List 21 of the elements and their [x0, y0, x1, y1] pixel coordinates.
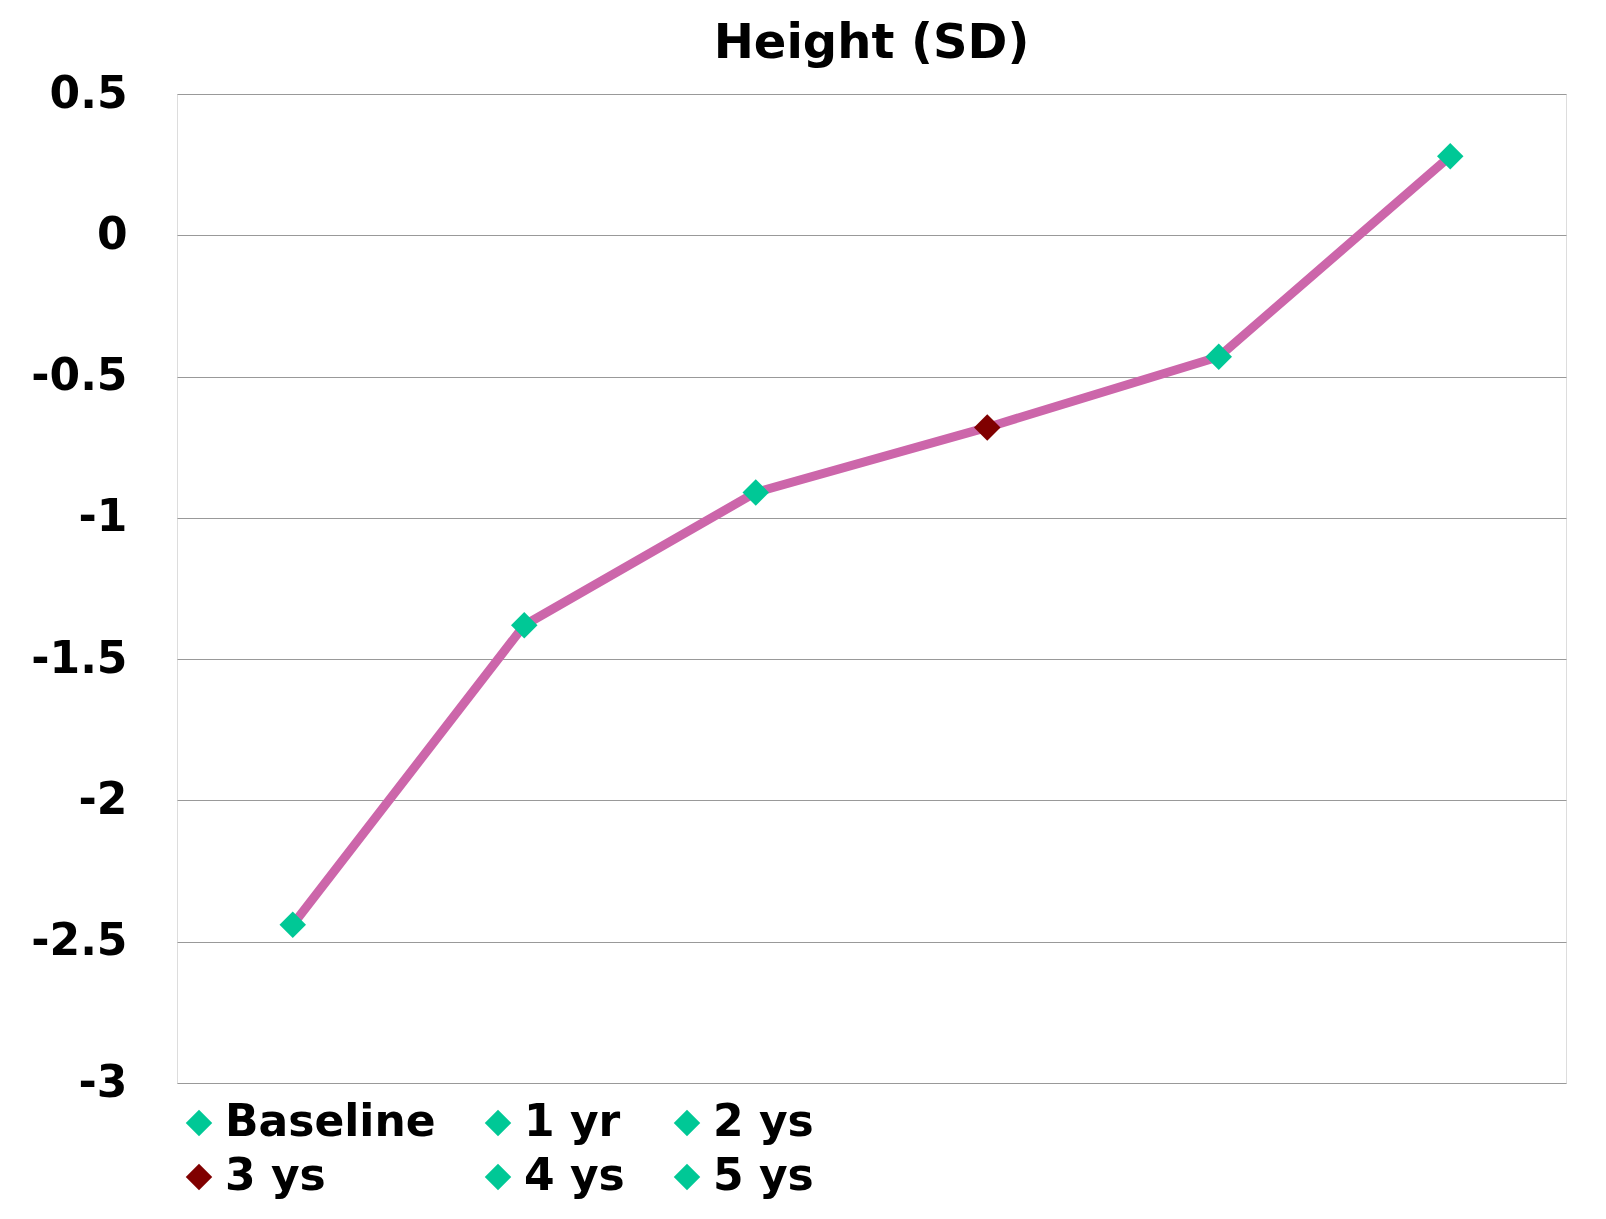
- y-tick-label: -2: [78, 772, 128, 824]
- point: [279, 911, 306, 938]
- legend-label: 5 ys: [713, 1149, 814, 1200]
- y-tick-label: 0.5: [49, 66, 128, 118]
- point: [974, 414, 1001, 441]
- point: [1205, 343, 1232, 371]
- legend-label: 3 ys: [225, 1149, 326, 1200]
- legend-label: Baseline: [225, 1095, 436, 1146]
- point: [742, 479, 769, 506]
- y-tick-label: -0.5: [31, 349, 128, 401]
- point: [1437, 142, 1464, 170]
- legend-label: 1 yr: [524, 1095, 621, 1146]
- legend-label: 2 ys: [713, 1095, 814, 1146]
- y-tick-label: -3: [78, 1055, 128, 1107]
- legend-label: 4 ys: [524, 1149, 625, 1200]
- y-tick-label: 0: [96, 207, 128, 259]
- y-tick-label: -2.5: [31, 914, 128, 966]
- chart-title: Height (SD): [713, 13, 1030, 69]
- y-tick-label: -1: [78, 490, 128, 542]
- point: [511, 612, 538, 639]
- y-tick-label: -1.5: [31, 631, 128, 683]
